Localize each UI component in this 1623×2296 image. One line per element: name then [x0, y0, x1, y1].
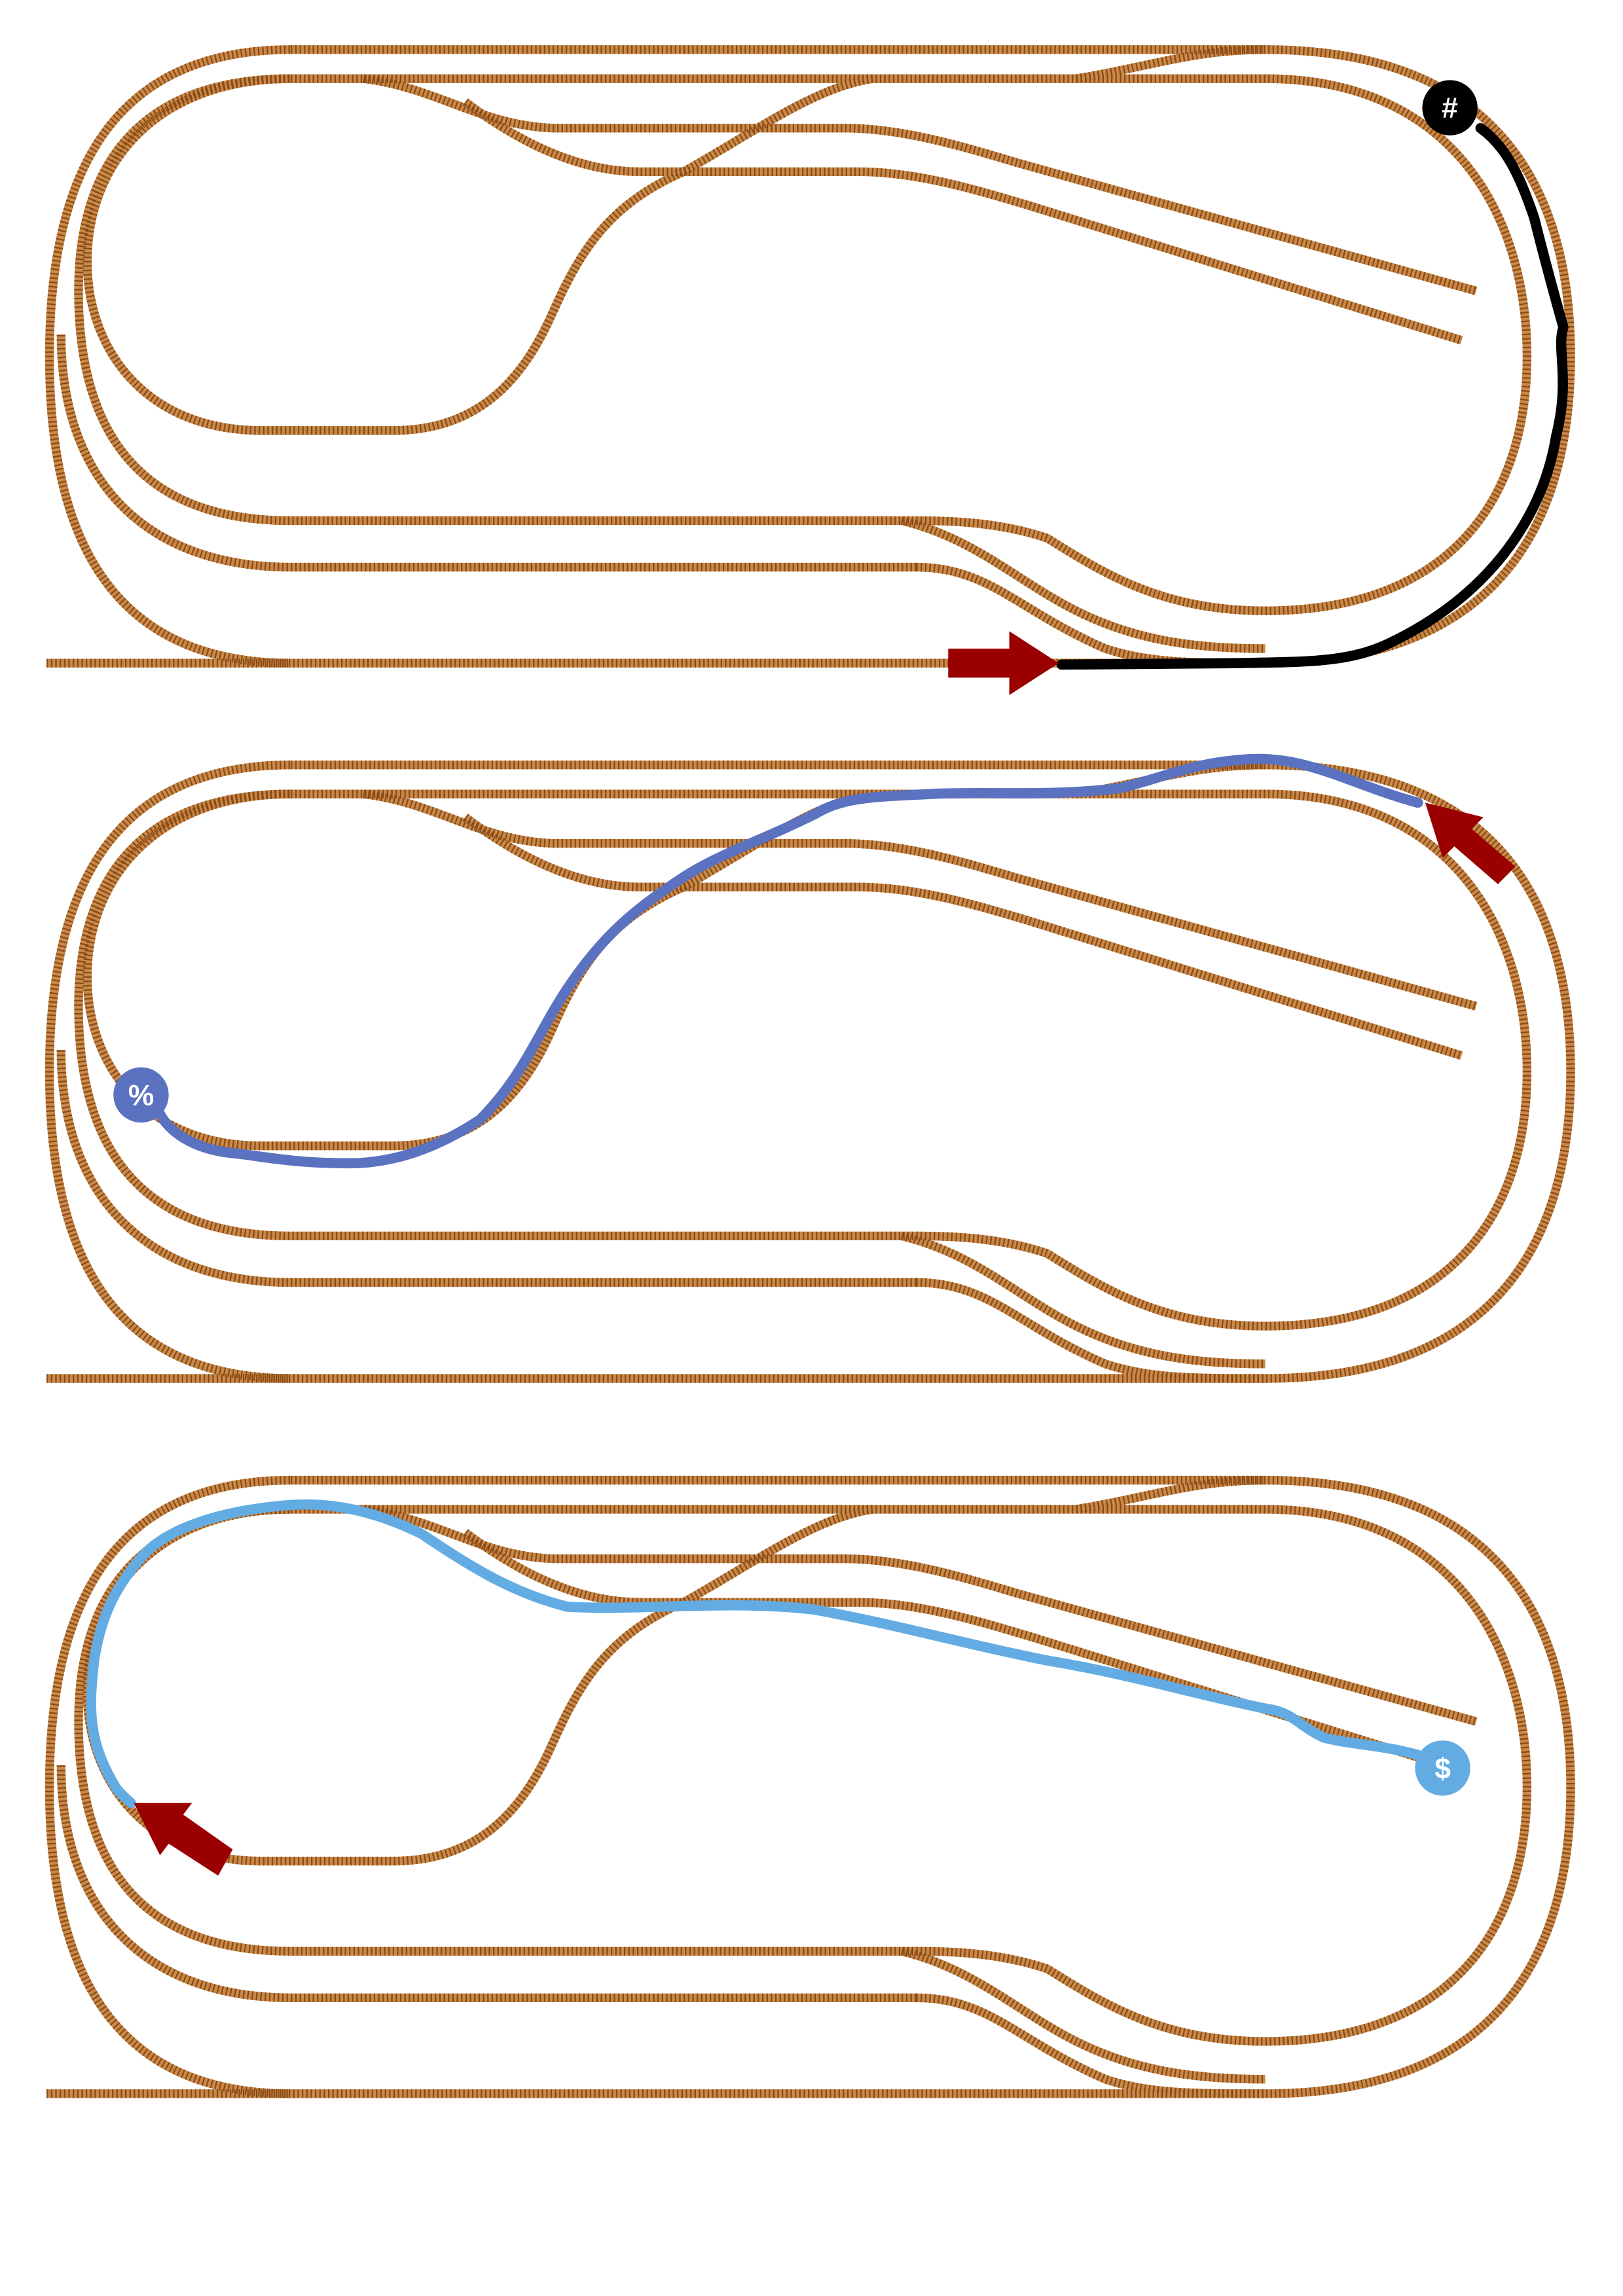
route-path	[86, 1499, 1423, 1808]
route-path	[1056, 122, 1569, 670]
end-marker-label: #	[1442, 92, 1458, 124]
end-marker-icon	[1422, 80, 1478, 135]
end-marker-label: $	[1434, 1753, 1451, 1785]
track-rails	[46, 765, 1571, 1378]
track-rails	[46, 50, 1571, 663]
end-marker-icon	[113, 1067, 169, 1123]
start-arrow-icon	[134, 1803, 233, 1876]
end-marker-icon	[1415, 1740, 1470, 1796]
start-arrow-icon	[1425, 802, 1516, 884]
track-rails	[46, 1480, 1571, 2094]
track-panel	[46, 50, 1571, 663]
track-panel	[46, 765, 1571, 1378]
start-arrow-icon	[948, 631, 1059, 696]
route-path	[155, 753, 1423, 1169]
end-marker-label: %	[128, 1079, 154, 1111]
track-panel	[46, 1480, 1571, 2094]
